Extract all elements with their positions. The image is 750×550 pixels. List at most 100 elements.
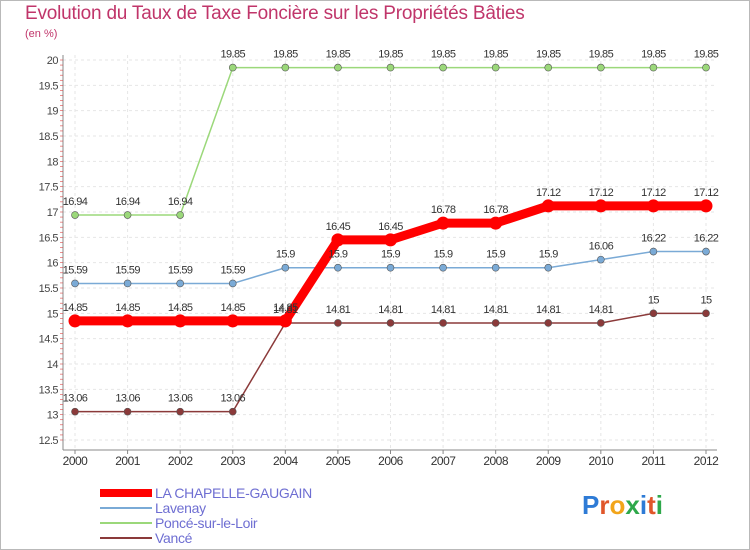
data-label: 13.06 (220, 393, 245, 405)
y-tick-label: 17 (47, 207, 59, 219)
data-label: 16.78 (431, 204, 456, 216)
chart-legend: LA CHAPELLE-GAUGAIN Lavenay Poncé-sur-le… (100, 485, 312, 545)
data-point (649, 309, 658, 318)
y-tick-label: 18.5 (39, 131, 59, 143)
data-point (489, 216, 503, 230)
data-label: 15.9 (328, 249, 347, 261)
y-tick-label: 16.5 (39, 232, 59, 244)
data-point (646, 199, 660, 213)
chart-unit-label: (en %) (25, 28, 58, 40)
data-point (597, 63, 605, 72)
x-tick-label: 2009 (536, 454, 562, 468)
logo-letter: P (582, 490, 600, 520)
data-label: 16.06 (589, 241, 614, 253)
data-point (123, 407, 132, 416)
legend-item: Poncé-sur-le-Loir (100, 515, 312, 530)
data-label: 19.85 (326, 49, 351, 61)
data-point (702, 309, 710, 318)
proxiti-logo: Proxiti (582, 490, 663, 521)
x-tick-label: 2010 (588, 454, 614, 468)
data-point (491, 263, 500, 272)
data-point (68, 314, 82, 328)
data-label: 16.45 (326, 221, 351, 233)
data-point (541, 199, 555, 213)
data-point (386, 319, 395, 327)
data-point (436, 216, 450, 230)
data-label: 16.78 (483, 204, 508, 216)
data-label: 19.85 (694, 49, 719, 61)
data-point (278, 314, 292, 328)
data-label: 14.81 (378, 304, 403, 316)
data-point (176, 211, 184, 219)
data-label: 15.9 (539, 249, 558, 261)
data-label: 15 (648, 294, 660, 306)
data-label: 15.9 (486, 249, 505, 261)
logo-letter: i (655, 490, 663, 520)
data-point (544, 319, 553, 327)
data-point (439, 263, 447, 272)
data-label: 15 (700, 294, 712, 306)
data-point (544, 63, 553, 72)
data-label: 19.85 (220, 49, 245, 61)
logo-letter: i (639, 490, 648, 520)
data-label: 13.06 (168, 393, 193, 405)
data-label: 16.94 (168, 196, 193, 208)
legend-label: Poncé-sur-le-Loir (155, 514, 258, 531)
data-point (176, 407, 184, 416)
x-tick-label: 2011 (642, 454, 667, 468)
data-label: 13.06 (63, 393, 88, 405)
x-tick-label: 2004 (273, 454, 299, 468)
data-label: 15.59 (63, 264, 88, 276)
data-label: 19.85 (641, 49, 666, 61)
legend-swatch (100, 521, 152, 524)
y-tick-label: 20 (47, 55, 59, 67)
data-point (594, 199, 608, 213)
y-tick-label: 13 (47, 410, 59, 422)
chart-title: Evolution du Taux de Taxe Foncière sur l… (25, 3, 525, 24)
data-point (71, 211, 79, 219)
data-point (702, 247, 710, 256)
y-tick-label: 19 (47, 106, 59, 118)
x-tick-label: 2003 (220, 454, 246, 468)
data-point (173, 314, 187, 328)
data-point (228, 407, 237, 416)
data-label: 14.85 (168, 302, 193, 314)
data-point (281, 63, 290, 72)
legend-label: Vancé (155, 529, 193, 546)
y-tick-label: 14 (47, 359, 59, 371)
data-point (649, 63, 658, 72)
data-label: 14.81 (273, 304, 298, 316)
legend-swatch (100, 488, 152, 497)
x-tick-label: 2008 (483, 454, 509, 468)
y-tick-label: 16 (47, 258, 59, 270)
legend-swatch (100, 536, 152, 539)
data-point (544, 263, 553, 272)
legend-item: Vancé (100, 530, 312, 545)
data-point (597, 319, 605, 327)
data-label: 17.12 (536, 187, 561, 199)
legend-item: LA CHAPELLE-GAUGAIN (100, 485, 312, 500)
logo-letter: o (609, 490, 626, 520)
data-point (71, 279, 79, 288)
logo-letter: t (647, 490, 656, 520)
x-tick-label: 2001 (115, 454, 141, 468)
data-point (228, 63, 237, 72)
data-point (123, 211, 132, 219)
y-tick-label: 17.5 (39, 182, 59, 194)
data-point (491, 63, 500, 72)
y-tick-label: 15.5 (39, 283, 59, 295)
data-point (71, 407, 79, 416)
data-label: 19.85 (589, 49, 614, 61)
data-point (386, 63, 395, 72)
data-label: 19.85 (536, 49, 561, 61)
data-label: 13.06 (115, 393, 140, 405)
data-label: 16.22 (694, 233, 719, 245)
y-tick-label: 18 (47, 156, 59, 168)
data-point (439, 63, 447, 72)
y-tick-label: 13.5 (39, 384, 59, 396)
data-point (123, 279, 132, 288)
data-label: 16.94 (115, 196, 140, 208)
data-label: 15.9 (381, 249, 400, 261)
data-label: 16.45 (378, 221, 403, 233)
